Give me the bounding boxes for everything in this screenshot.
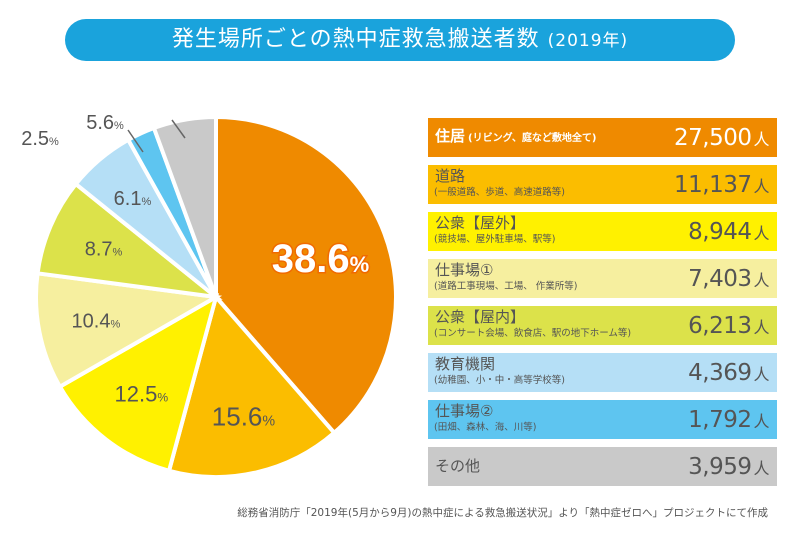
legend-row: 教育機関 (幼稚園、小・中・高等学校等) 4,369 人 (428, 353, 777, 392)
legend-row: 公衆【屋内】 (コンサート会場、飲食店、駅の地下ホーム等) 6,213 人 (428, 306, 777, 345)
pie-slice-1 (166, 292, 338, 479)
legend-name: 公衆【屋外】 (435, 214, 526, 232)
legend-count: 8,944 人 (688, 219, 769, 245)
leader-line-6 (127, 129, 144, 153)
legend-name: 仕事場② (435, 402, 494, 420)
pie-slice-7 (151, 114, 218, 298)
chart-title: 発生場所ごとの熱中症救急搬送者数 (2019年) (65, 19, 735, 61)
legend-name: その他 (435, 457, 481, 475)
legend-detail: (コンサート会場、飲食店、駅の地下ホーム等) (434, 328, 632, 339)
pie-slice-3 (34, 271, 223, 390)
legend-detail: (道路工事現場、工場、 作業所等) (434, 281, 578, 292)
title-main: 発生場所ごとの熱中症救急搬送者数 (171, 27, 540, 52)
slice-label-0: 38.6% (272, 237, 369, 281)
source-note: 総務省消防庁「2019年(5月から9月)の熱中症による救急搬送状況」より「熱中症… (237, 507, 768, 519)
slice-label-1: 15.6% (212, 401, 276, 431)
legend-row: 公衆【屋外】 (競技場、屋外駐車場、駅等) 8,944 人 (428, 212, 777, 251)
slice-label-7: 5.6% (86, 112, 124, 134)
legend-row: その他 3,959 人 (428, 447, 777, 486)
title-year: (2019年) (547, 31, 629, 51)
slice-label-5: 6.1% (114, 188, 152, 210)
legend-detail: (一般道路、歩道、高速道路等) (434, 187, 565, 198)
legend-name: 道路 (435, 167, 466, 185)
legend-row: 道路 (一般道路、歩道、高速道路等) 11,137 人 (428, 165, 777, 204)
legend-row: 仕事場② (田畑、森林、海、川等) 1,792 人 (428, 400, 777, 439)
leader-line-7 (171, 119, 186, 139)
slice-label-3: 10.4% (72, 311, 121, 333)
slice-label-6: 2.5% (21, 128, 59, 150)
legend-detail: (競技場、屋外駐車場、駅等) (434, 234, 556, 245)
legend-name: 仕事場① (435, 261, 494, 279)
legend-count: 7,403 人 (688, 266, 769, 292)
pie-slice-0 (214, 114, 398, 436)
legend-count: 3,959 人 (688, 454, 769, 480)
legend-name: 公衆【屋内】 (435, 308, 526, 326)
pie-chart: 38.6% 15.6% 12.5% 10.4% 8.7% 6.1% 2.5% 5.6% (21, 112, 398, 479)
legend-count: 4,369 人 (688, 360, 769, 386)
legend-detail: (田畑、森林、海、川等) (434, 422, 537, 433)
legend-detail: (リビング、庭など敷地全て) (468, 133, 597, 144)
legend-row: 住居 (リビング、庭など敷地全て) 27,500 人 (428, 118, 777, 157)
slice-label-2: 12.5% (114, 382, 168, 407)
legend-count: 6,213 人 (688, 313, 769, 339)
legend-name: 住居 (リビング、庭など敷地全て) (435, 127, 597, 145)
legend-name: 教育機関 (435, 355, 496, 373)
pie-slice-2 (57, 292, 220, 474)
legend-table: 住居 (リビング、庭など敷地全て) 27,500 人道路 (一般道路、歩道、高速道路等)… (428, 118, 777, 494)
legend-detail: (幼稚園、小・中・高等学校等) (434, 375, 565, 386)
legend-count: 1,792 人 (688, 407, 769, 433)
legend-row: 仕事場① (道路工事現場、工場、 作業所等) 7,403 人 (428, 259, 777, 298)
legend-count: 11,137 人 (674, 172, 769, 198)
slice-label-4: 8.7% (85, 239, 123, 261)
legend-count: 27,500 人 (674, 125, 769, 151)
